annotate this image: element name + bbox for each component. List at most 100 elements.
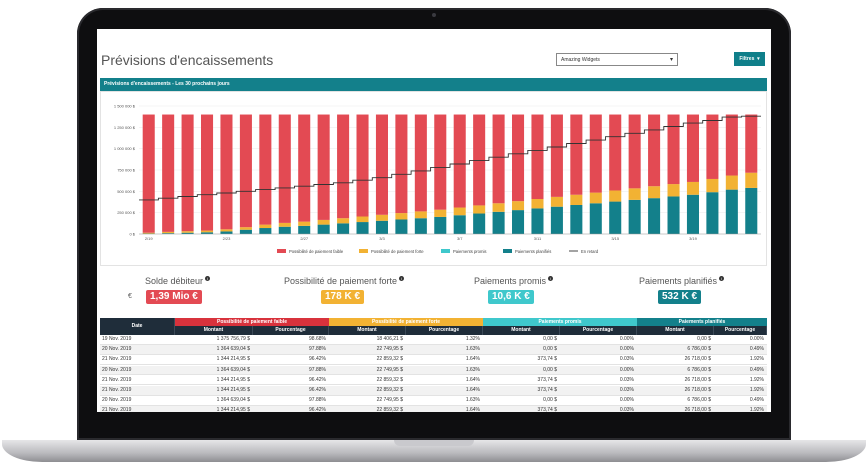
table-column-header[interactable]: Montant [483, 326, 560, 335]
table-cell: 1.64% [465, 387, 480, 393]
company-select-value: Amazing Widgets [561, 57, 600, 63]
bar-segment-forte [434, 209, 447, 217]
bar-segment-forte [162, 231, 175, 234]
bar-segment-faible [628, 114, 641, 189]
bar-segment-forte [550, 196, 563, 207]
table-cell: 0,00 $ [543, 397, 557, 404]
table-row[interactable]: 19 Nov. 2019 1 375 756,79 $ 98.68% 18 406,2… [100, 335, 767, 345]
bar-segment-forte [512, 201, 525, 211]
bar-segment-planifies [628, 199, 641, 234]
table-row[interactable]: 21 Nov. 2019 1 344 214,95 $ 96.42% 22 859,3… [100, 406, 767, 412]
bar-segment-planifies [259, 228, 272, 234]
page-title: Prévisions d'encaissements [101, 52, 274, 68]
table-column-header[interactable]: Montant [175, 326, 253, 335]
bar-segment-forte [259, 224, 272, 229]
table-row[interactable]: 21 Nov. 2019 1 344 214,95 $ 96.42% 22 859,3… [100, 355, 767, 365]
y-tick-label: 0 $ [129, 232, 135, 237]
info-icon[interactable]: i [399, 276, 405, 281]
bar-segment-planifies [745, 187, 758, 234]
x-tick-label: 3/15 [611, 236, 620, 241]
legend-label: Possibilité de paiement faible [289, 249, 344, 254]
bar-segment-faible [395, 114, 408, 214]
bar-segment-planifies [298, 225, 311, 234]
bar-segment-faible [745, 114, 758, 173]
info-icon[interactable]: i [719, 276, 725, 281]
bar-segment-faible [162, 114, 175, 232]
kpi-value-planifies: 532 K € [658, 290, 702, 304]
bar-segment-faible [473, 114, 486, 206]
bar-segment-planifies [589, 203, 602, 234]
bar-segment-forte [181, 231, 194, 233]
bar-segment-forte [337, 218, 350, 224]
info-icon[interactable]: i [548, 276, 554, 281]
table-column-header[interactable]: Pourcentage [406, 326, 483, 335]
chart-panel-header: Prévisions d'encaissements - Les 30 proc… [100, 78, 767, 91]
table-cell: 1.64% [465, 407, 480, 412]
bar-segment-forte [589, 192, 602, 204]
table-cell: 1.64% [465, 356, 480, 363]
legend-swatch [503, 249, 512, 253]
bar-segment-forte [531, 199, 544, 209]
bar-segment-faible [589, 114, 602, 193]
table-cell: 0.49% [749, 397, 764, 404]
table-cell: 1.92% [749, 376, 764, 383]
table-cell: 1.92% [749, 387, 764, 393]
table-row[interactable]: 20 Nov. 2019 1 364 639,04 $ 97.88% 22 749,9… [100, 396, 767, 406]
table-cell: 0,00 $ [543, 336, 557, 342]
table-cell: 373,74 $ [537, 407, 557, 412]
bar-segment-forte [648, 186, 661, 199]
table-cell: 22 749,95 $ [376, 346, 403, 353]
table-cell: 1 344 214,95 $ [216, 376, 250, 383]
table-column-header[interactable]: Pourcentage [560, 326, 637, 335]
table-row[interactable]: 21 Nov. 2019 1 344 214,95 $ 96.42% 22 859,3… [100, 386, 767, 396]
table-cell: 1.92% [749, 356, 764, 363]
legend-swatch [441, 249, 450, 253]
bar-segment-forte [356, 216, 369, 223]
table-cell: 21 Nov. 2019 [102, 376, 132, 383]
x-tick-label: 2/27 [300, 236, 309, 241]
bar-segment-forte [317, 219, 330, 225]
table-group-header: Paiements planifiés [637, 318, 767, 326]
table-cell: 96.42% [309, 407, 326, 412]
table-cell: 0,00 $ [543, 346, 557, 353]
filters-button[interactable]: Filtres ▾ [734, 52, 765, 66]
forecast-chart-svg: 0 $ 250 000 $ 500 000 $ 750 000 $ 1 000 000 … [114, 104, 761, 254]
bar-segment-forte [725, 175, 738, 190]
bar-segment-forte [473, 205, 486, 214]
table-row[interactable]: 20 Nov. 2019 1 364 639,04 $ 97.88% 22 749,9… [100, 365, 767, 376]
bar-segment-faible [531, 114, 544, 200]
bar-segment-planifies [162, 233, 175, 234]
forecast-chart: 0 $ 250 000 $ 500 000 $ 750 000 $ 1 000 000 … [100, 91, 767, 266]
table-column-header[interactable]: Pourcentage [714, 326, 767, 335]
table-cell: 26 718,00 $ [684, 376, 711, 383]
table-cell: 96.42% [309, 376, 326, 383]
bar-segment-planifies [570, 204, 583, 234]
bar-segment-forte [414, 211, 427, 219]
bar-segment-faible [434, 114, 447, 210]
bar-segment-forte [298, 221, 311, 226]
table-column-header[interactable]: Date [100, 318, 175, 335]
table-row[interactable]: 20 Nov. 2019 1 364 639,04 $ 97.88% 22 749,9… [100, 345, 767, 355]
table-column-header[interactable]: Pourcentage [253, 326, 329, 335]
bar-segment-forte [201, 230, 214, 233]
table-column-header[interactable]: Montant [329, 326, 406, 335]
table-cell: 1.63% [465, 366, 480, 373]
table-column-header[interactable]: Montant [637, 326, 714, 335]
table-cell: 26 718,00 $ [684, 387, 711, 393]
bar-segment-planifies [181, 232, 194, 234]
table-row[interactable]: 21 Nov. 2019 1 344 214,95 $ 96.42% 22 859,3… [100, 376, 767, 386]
x-tick-label: 2/19 [145, 236, 154, 241]
bar-segment-forte [239, 227, 252, 230]
bar-segment-faible [298, 114, 311, 222]
bar-segment-faible [375, 114, 388, 215]
info-icon[interactable]: i [205, 276, 211, 281]
bar-segment-forte [395, 213, 408, 220]
table-cell: 0.03% [619, 376, 634, 383]
bar-segment-faible [337, 114, 350, 219]
company-select[interactable]: Amazing Widgets ▾ [556, 53, 678, 66]
bar-segment-planifies [512, 210, 525, 234]
x-tick-label: 3/11 [534, 236, 542, 241]
bar-segment-planifies [414, 218, 427, 234]
table-cell: 0,00 $ [697, 336, 711, 342]
